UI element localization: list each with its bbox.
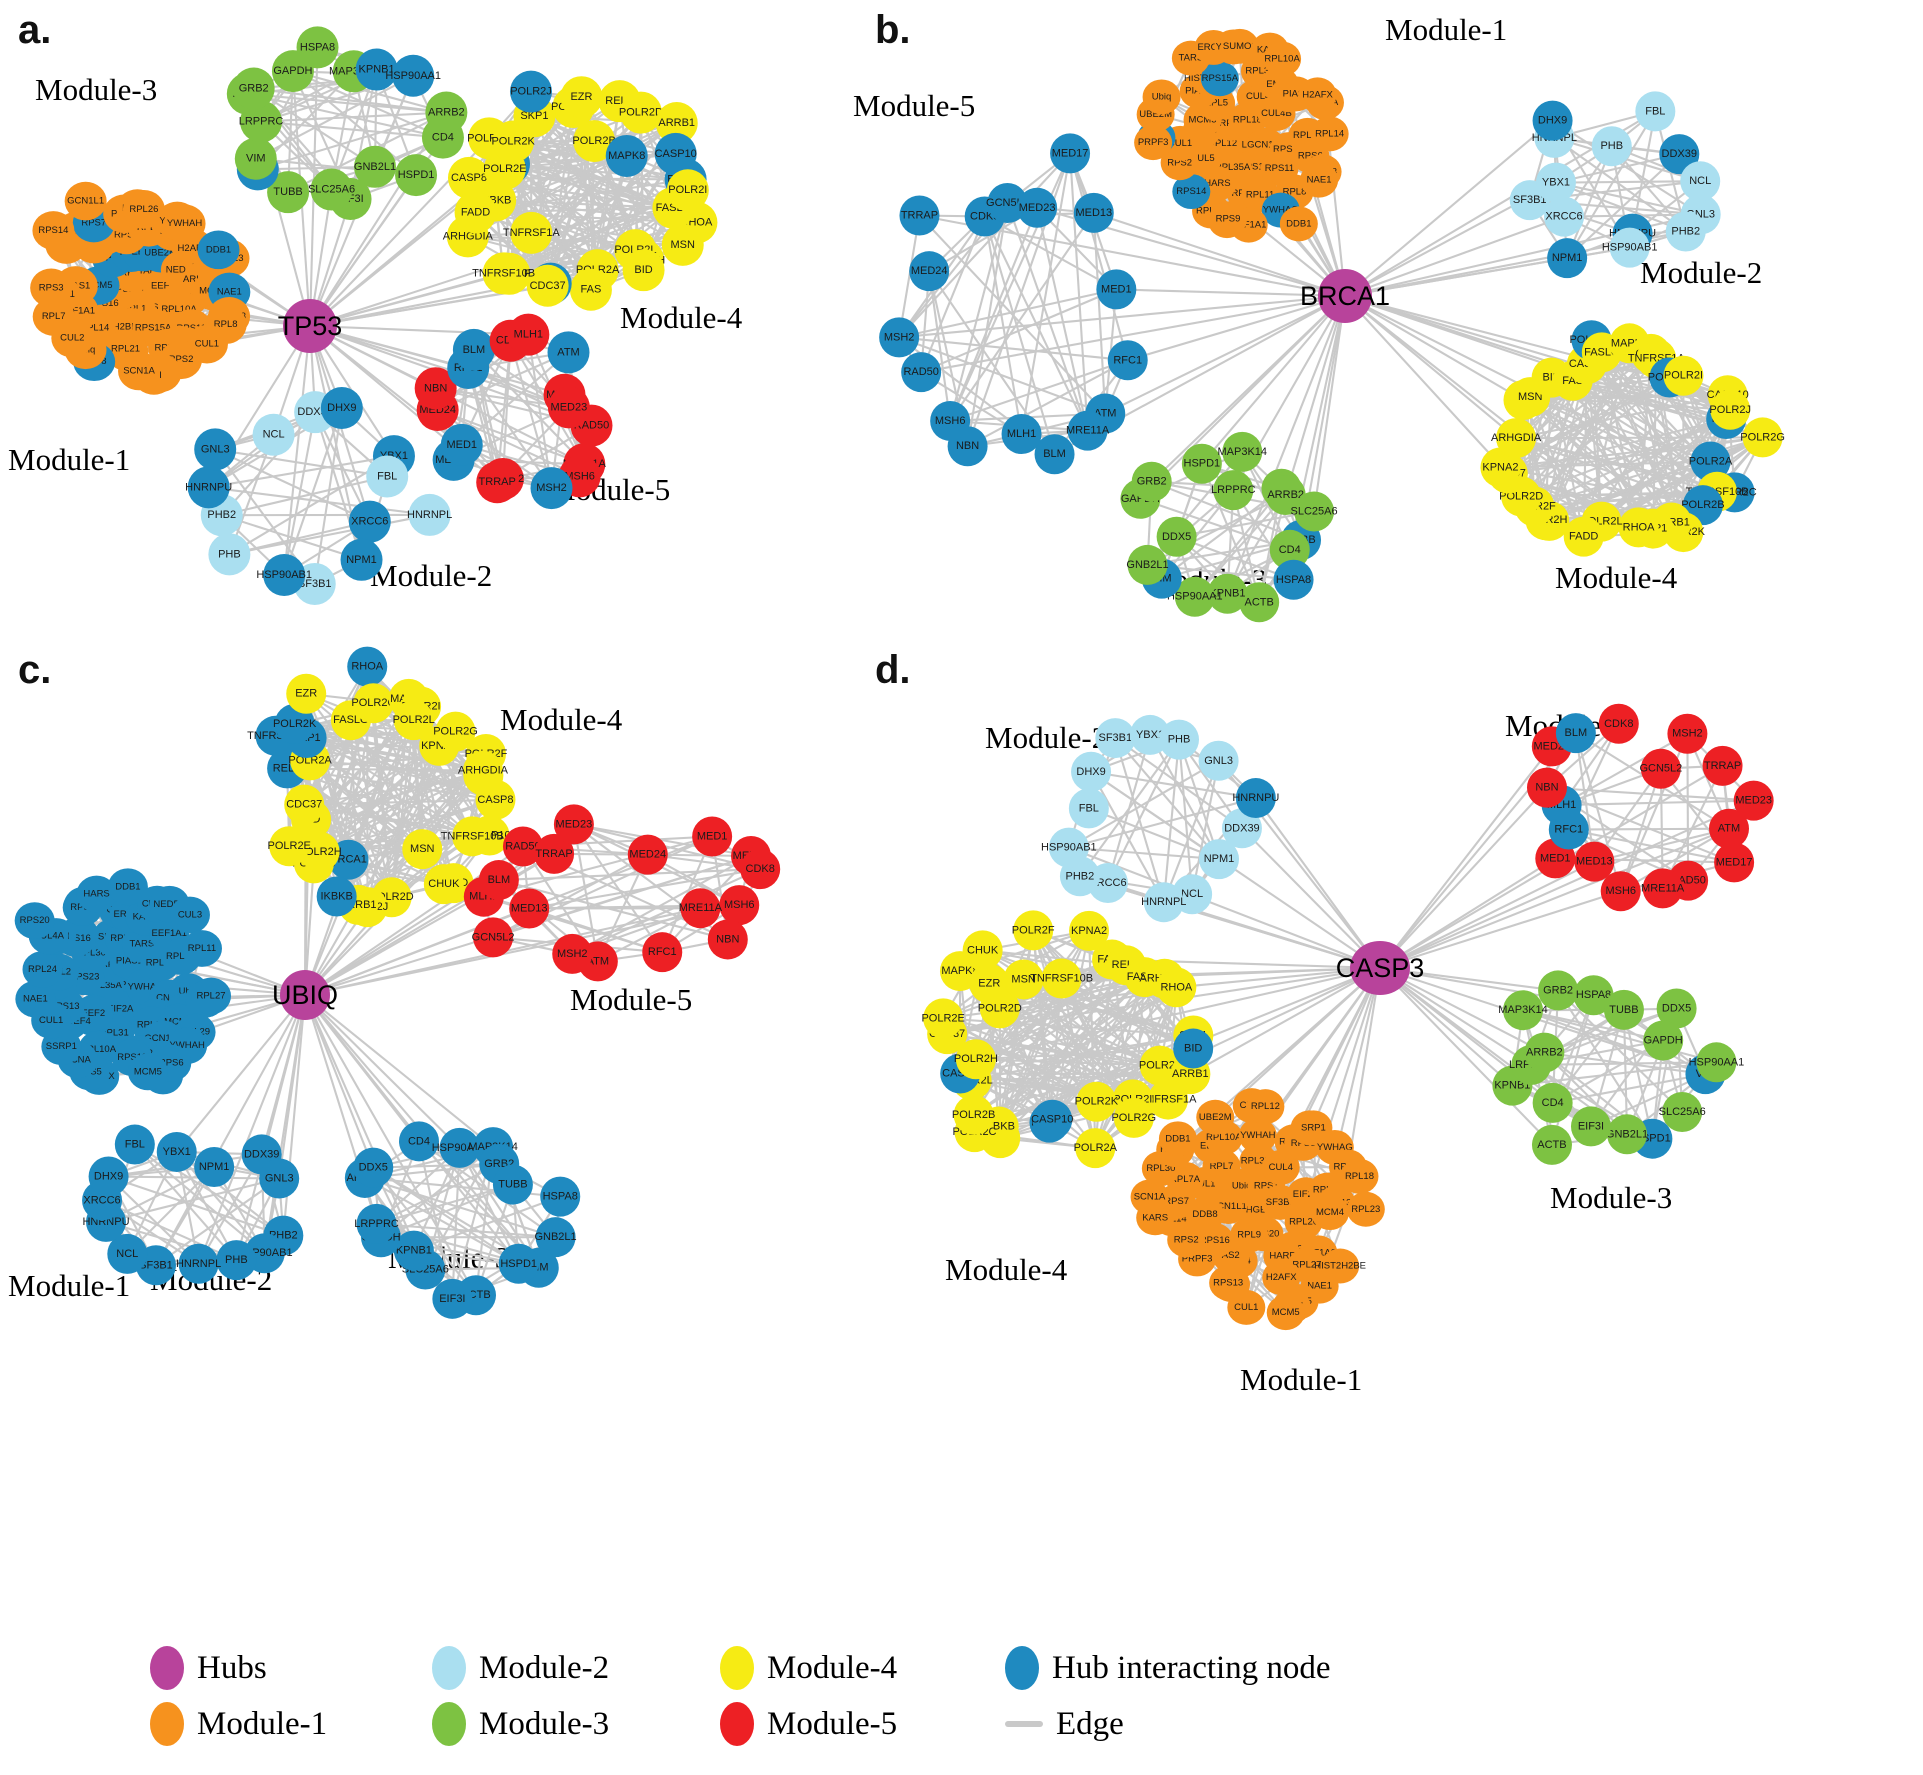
legend-swatch-module-4 <box>720 1646 754 1690</box>
legend-label-module-5: Module-5 <box>767 1705 898 1742</box>
hub-node: CASP3 <box>1336 941 1425 995</box>
panel-b-module-5-label: Module-5 <box>853 88 976 123</box>
panel-b-module-4-label: Module-4 <box>1555 560 1678 595</box>
panel-c-letter: c. <box>18 648 52 692</box>
panel-d-module-2-label: Module-2 <box>985 720 1108 755</box>
panel-c: c. Module-4 Module-1 Module-5 Module-2 M… <box>0 640 845 1360</box>
legend-item-edge: Edge <box>1005 1696 1331 1752</box>
panel-c-module-4-label: Module-4 <box>500 702 623 737</box>
panel-b: b. Module-1 Module-5 Module-2 Module-3 M… <box>845 0 1923 650</box>
panel-d-module-4-label: Module-4 <box>945 1252 1068 1287</box>
panel-a-module-4-label: Module-4 <box>620 300 743 335</box>
legend-item-module-3: Module-3 <box>432 1696 609 1752</box>
panel-b-module-1-label: Module-1 <box>1385 12 1508 47</box>
legend-swatch-hubs <box>150 1646 184 1690</box>
svg-text:BRCA1: BRCA1 <box>1300 281 1390 311</box>
panel-b-module-2-label: Module-2 <box>1640 255 1763 290</box>
legend-label-module-1: Module-1 <box>197 1705 328 1742</box>
panel-c-module-1-label: Module-1 <box>8 1268 131 1303</box>
legend-swatch-module-3 <box>432 1702 466 1746</box>
legend-label-module-3: Module-3 <box>479 1705 610 1742</box>
legend-swatch-hub-interacting-node <box>1005 1646 1039 1690</box>
panel-c-network: RPL7RPS6EIF2ARPL35ARPS8PIAS1YWHAGRPL31RP… <box>14 646 781 1319</box>
panel-a-module-1-label: Module-1 <box>8 442 131 477</box>
panel-a-module-3-label: Module-3 <box>35 72 158 107</box>
panel-a-network: CUL4BRPS13RPL1RPS2RPS4TARSEEF1AEIF2AH2BE… <box>30 26 718 605</box>
legend-label-module-4: Module-4 <box>767 1649 898 1686</box>
panel-d-module-1-label: Module-1 <box>1240 1362 1363 1397</box>
svg-text:TP53: TP53 <box>278 311 343 341</box>
legend-column-1: Hubs Module-1 <box>150 1640 327 1752</box>
legend-item-module-5: Module-5 <box>720 1696 897 1752</box>
panel-d: d. Module-2 Module-5 Module-4 Module-3 M… <box>845 640 1923 1400</box>
legend-item-module-2: Module-2 <box>432 1640 609 1696</box>
legend-swatch-module-5 <box>720 1702 754 1746</box>
panel-d-network: ARHGEF4RPS20RPL9GCN1L1UbiqRPS1SF3B3CUL4A… <box>921 703 1774 1331</box>
legend-item-module-4: Module-4 <box>720 1640 897 1696</box>
panel-b-network: RPL23RPS13RPL35ARPL12RPL6RPL18GCN1L1RPL2… <box>879 28 1785 623</box>
hub-node: UBIQ <box>272 970 338 1020</box>
panel-a-module-2-label: Module-2 <box>370 558 493 593</box>
nodes: CUL4BRPS13RPL1RPS2RPS4TARSEEF1AEIF2AH2BE… <box>30 26 718 605</box>
panel-b-letter: b. <box>875 8 911 52</box>
legend-swatch-module-1 <box>150 1702 184 1746</box>
panel-c-module-5-label: Module-5 <box>570 982 693 1017</box>
legend-label-hub-interacting-node: Hub interacting node <box>1052 1649 1331 1686</box>
legend-item-module-1: Module-1 <box>150 1696 327 1752</box>
panel-a: a. Module-3 Module-1 Module-2 Module-4 M… <box>0 0 845 650</box>
legend-label-hubs: Hubs <box>197 1649 267 1686</box>
legend-swatch-edge <box>1005 1721 1043 1727</box>
panel-d-module-3-label: Module-3 <box>1550 1180 1673 1215</box>
legend-column-3: Module-4 Module-5 <box>720 1640 897 1752</box>
panel-a-letter: a. <box>18 8 52 52</box>
hub-node: TP53 <box>278 299 343 353</box>
svg-text:UBIQ: UBIQ <box>272 980 338 1010</box>
legend-item-hub-interacting-node: Hub interacting node <box>1005 1640 1331 1696</box>
legend-item-hubs: Hubs <box>150 1640 327 1696</box>
svg-text:CASP3: CASP3 <box>1336 953 1425 983</box>
legend: Hubs Module-1 Module-2 Module-3 Module-4 <box>150 1640 1331 1765</box>
legend-column-4: Hub interacting node Edge <box>1005 1640 1331 1752</box>
legend-column-2: Module-2 Module-3 <box>432 1640 609 1752</box>
legend-label-module-2: Module-2 <box>479 1649 610 1686</box>
panel-d-letter: d. <box>875 648 911 692</box>
hub-node: BRCA1 <box>1300 269 1390 323</box>
legend-label-edge: Edge <box>1056 1705 1124 1742</box>
legend-swatch-module-2 <box>432 1646 466 1690</box>
